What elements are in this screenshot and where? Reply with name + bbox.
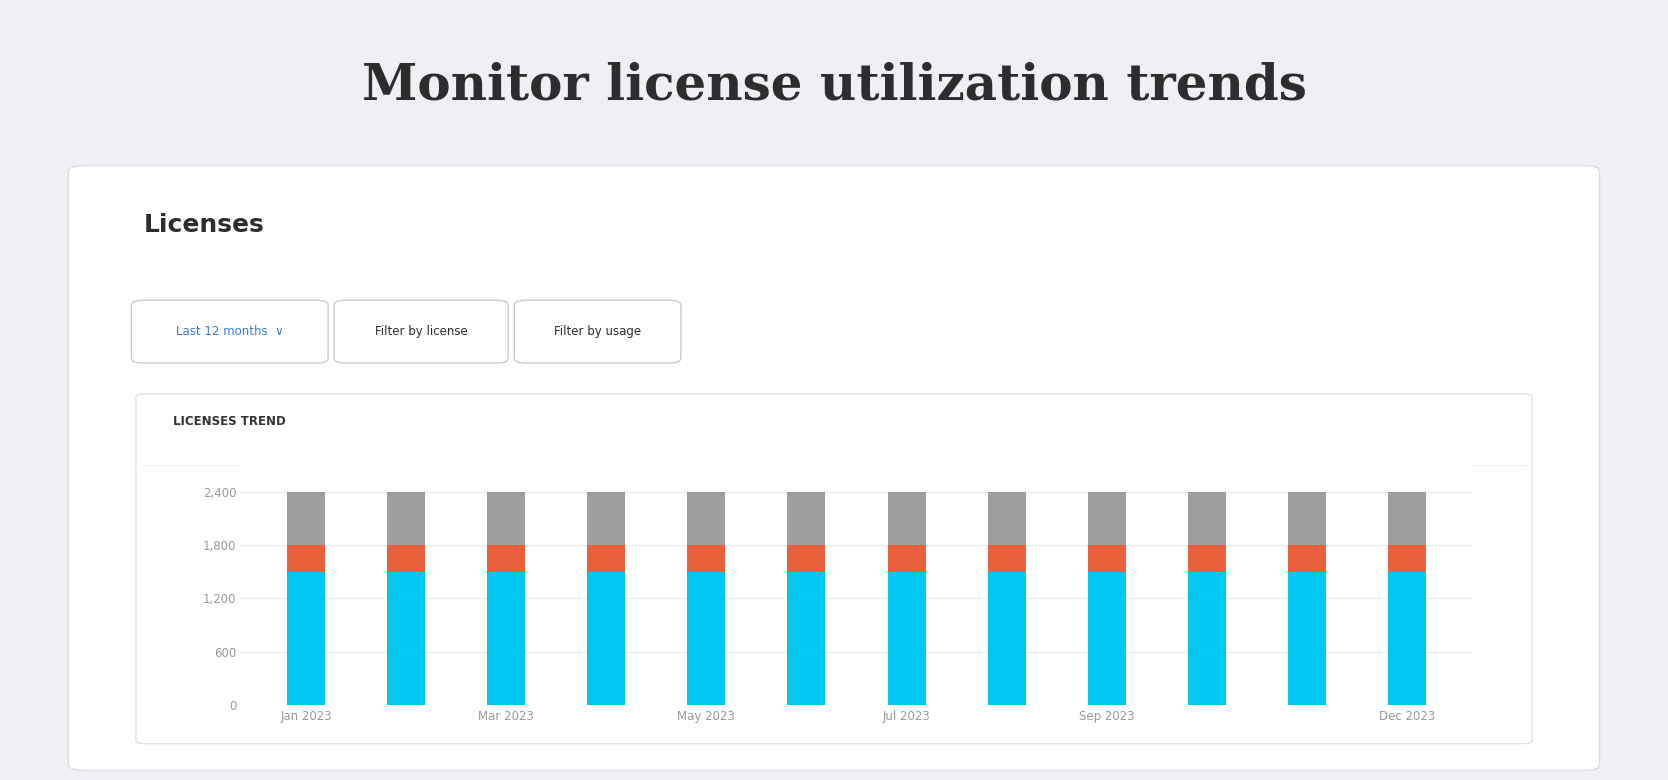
Bar bbox=[587, 491, 626, 545]
Bar bbox=[487, 572, 525, 705]
FancyBboxPatch shape bbox=[334, 300, 509, 363]
Bar bbox=[887, 491, 926, 545]
Text: LICENSES TREND: LICENSES TREND bbox=[173, 415, 287, 427]
Text: Licenses: Licenses bbox=[143, 213, 264, 237]
Text: Filter by license: Filter by license bbox=[375, 325, 467, 339]
Bar bbox=[1088, 491, 1126, 545]
FancyBboxPatch shape bbox=[132, 300, 329, 363]
Bar bbox=[787, 545, 826, 572]
Bar bbox=[1188, 545, 1226, 572]
Bar bbox=[287, 572, 325, 705]
Bar bbox=[1188, 572, 1226, 705]
Bar bbox=[887, 545, 926, 572]
Bar bbox=[1288, 572, 1326, 705]
Bar bbox=[987, 491, 1026, 545]
Bar bbox=[1288, 545, 1326, 572]
Bar bbox=[687, 491, 726, 545]
Bar bbox=[587, 545, 626, 572]
Bar bbox=[787, 572, 826, 705]
Text: Filter by usage: Filter by usage bbox=[554, 325, 641, 339]
FancyBboxPatch shape bbox=[137, 394, 1533, 743]
Bar bbox=[687, 545, 726, 572]
Bar bbox=[487, 491, 525, 545]
Bar bbox=[987, 545, 1026, 572]
FancyBboxPatch shape bbox=[68, 165, 1600, 771]
Bar bbox=[387, 545, 425, 572]
Text: Monitor license utilization trends: Monitor license utilization trends bbox=[362, 62, 1306, 110]
FancyBboxPatch shape bbox=[514, 300, 681, 363]
Bar bbox=[387, 572, 425, 705]
Bar bbox=[387, 491, 425, 545]
Bar bbox=[487, 545, 525, 572]
Bar bbox=[787, 491, 826, 545]
Text: Last 12 months  ∨: Last 12 months ∨ bbox=[175, 325, 284, 339]
Bar bbox=[1088, 545, 1126, 572]
Bar bbox=[987, 572, 1026, 705]
Bar bbox=[287, 491, 325, 545]
Bar bbox=[1388, 491, 1426, 545]
Bar bbox=[687, 572, 726, 705]
Bar bbox=[1388, 545, 1426, 572]
Bar bbox=[887, 572, 926, 705]
Bar bbox=[1388, 572, 1426, 705]
Bar bbox=[587, 572, 626, 705]
Bar bbox=[1288, 491, 1326, 545]
Bar bbox=[1088, 572, 1126, 705]
Bar bbox=[287, 545, 325, 572]
Bar bbox=[1188, 491, 1226, 545]
